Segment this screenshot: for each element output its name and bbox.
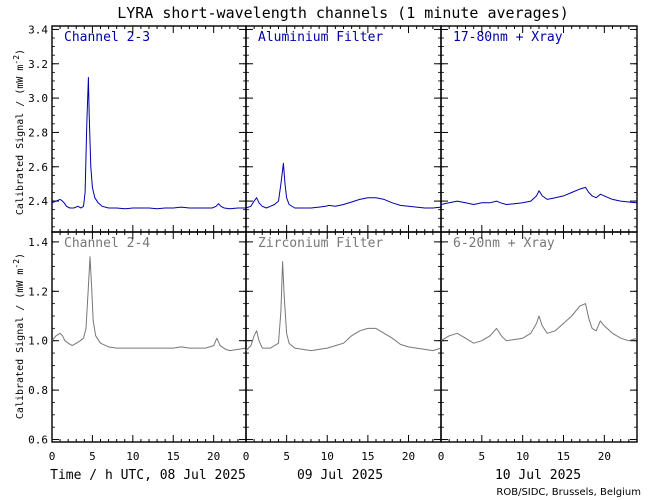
y-tick-label: 2.8 xyxy=(28,126,48,139)
credit-text: ROB/SIDC, Brussels, Belgium xyxy=(496,487,641,498)
panel-frame xyxy=(440,25,638,233)
series-line xyxy=(440,303,638,344)
panel-frame xyxy=(245,25,442,233)
x-tick-label: 0 xyxy=(49,450,56,463)
y-tick-label: 0.8 xyxy=(28,384,48,397)
y-axis-label-top: Calibrated Signal / (mW m-2) xyxy=(12,49,26,215)
x-tick-label: 5 xyxy=(89,450,96,463)
series-line xyxy=(245,162,442,209)
y-tick-label: 3.2 xyxy=(28,58,48,71)
panel-1-2: Aluminium Filter xyxy=(245,25,442,233)
panel-title: Aluminium Filter xyxy=(258,30,383,45)
y-tick-label: 3.0 xyxy=(28,92,48,105)
y-tick-label: 0.6 xyxy=(28,434,48,447)
x-tick-label: 15 xyxy=(167,450,180,463)
x-axis-day-label-3: 10 Jul 2025 xyxy=(495,468,581,483)
series-line xyxy=(51,77,246,210)
x-tick-label: 5 xyxy=(283,450,290,463)
panel-title: Channel 2-4 xyxy=(64,236,150,251)
panel-frame xyxy=(245,231,442,443)
panel-2-2: Zirconium Filter 0 5 10 15 20 xyxy=(243,231,442,463)
x-axis-day-label-2: 09 Jul 2025 xyxy=(297,468,383,483)
x-tick-label: 20 xyxy=(402,450,415,463)
x-tick-label: 20 xyxy=(598,450,611,463)
panel-title: Channel 2-3 xyxy=(64,30,150,45)
y-axis-label-bottom: Calibrated Signal / (mW m-2) xyxy=(12,253,26,419)
panel-1-1: Channel 2-3 xyxy=(51,25,247,233)
y-tick-label: 2.4 xyxy=(28,195,48,208)
panel-2-1: Channel 2-4 0 5 10 15 20 xyxy=(49,231,247,463)
panel-row-1: Channel 2-3 Aluminium Filter 17-80nm + Xra… xyxy=(28,23,638,233)
series-line xyxy=(245,261,442,352)
panel-title: 17-80nm + Xray xyxy=(453,30,563,45)
x-tick-label: 10 xyxy=(516,450,529,463)
x-tick-label: 0 xyxy=(438,450,445,463)
panel-1-3: 17-80nm + Xray xyxy=(440,25,638,233)
x-tick-label: 10 xyxy=(126,450,139,463)
x-tick-label: 0 xyxy=(243,450,250,463)
panel-2-3: 6-20nm + Xray 0 5 10 15 20 xyxy=(438,231,638,463)
panel-row-2: Channel 2-4 0 5 10 15 20 Zirconium Filter 0 5 10 1… xyxy=(28,231,638,463)
x-tick-label: 20 xyxy=(207,450,220,463)
x-tick-label: 15 xyxy=(557,450,570,463)
panel-grid: Channel 2-3 Aluminium Filter 17-80nm + Xra… xyxy=(28,23,638,463)
panel-frame xyxy=(51,25,247,233)
x-tick-label: 10 xyxy=(321,450,334,463)
y-tick-label: 1.2 xyxy=(28,285,48,298)
x-axis-day-label-1: Time / h UTC, 08 Jul 2025 xyxy=(50,468,246,483)
panel-title: Zirconium Filter xyxy=(258,236,383,251)
y-tick-label: 1.0 xyxy=(28,335,48,348)
x-tick-label: 15 xyxy=(361,450,374,463)
series-line xyxy=(440,186,638,205)
panel-title: 6-20nm + Xray xyxy=(453,236,555,251)
x-tick-label: 5 xyxy=(479,450,486,463)
series-line xyxy=(51,256,247,352)
panel-frame xyxy=(51,231,247,443)
panel-frame xyxy=(440,231,638,443)
chart-title: LYRA short-wavelength channels (1 minute… xyxy=(117,4,569,22)
y-tick-label: 3.4 xyxy=(28,23,48,36)
y-tick-label: 1.4 xyxy=(28,236,48,249)
y-tick-label: 2.6 xyxy=(28,161,48,174)
